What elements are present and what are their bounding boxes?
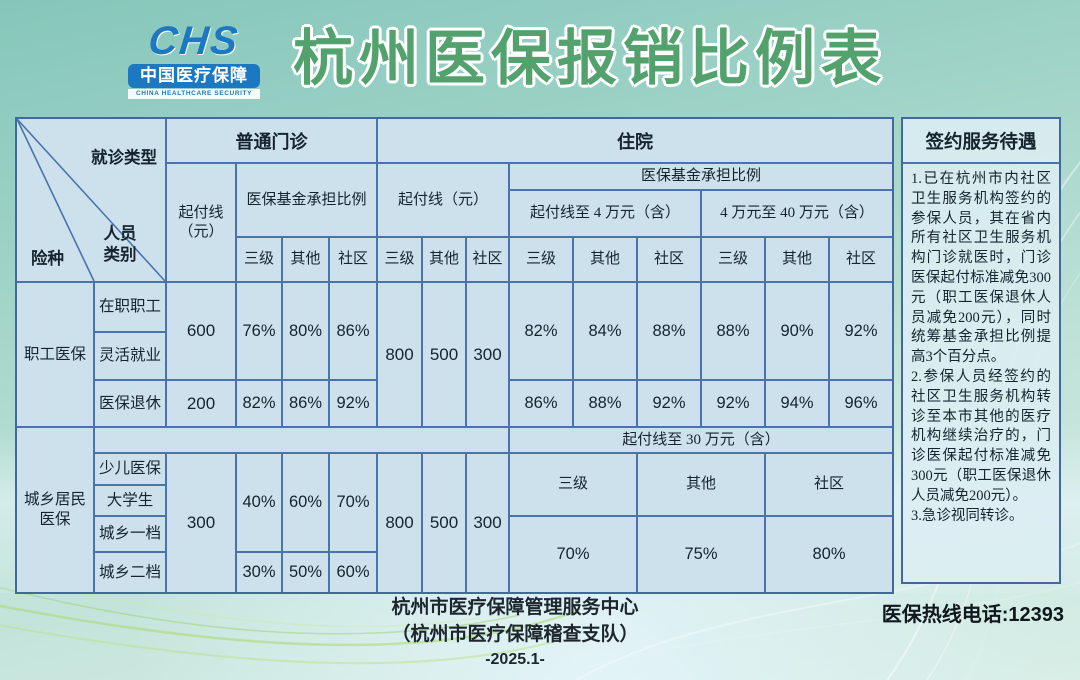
level-header: 社区 xyxy=(638,238,700,281)
row-label: 在职职工 xyxy=(95,283,165,331)
value-cell: 70% xyxy=(510,517,636,592)
value-cell: 60% xyxy=(330,553,376,592)
value-cell: 90% xyxy=(766,283,828,379)
empty-cell xyxy=(95,428,508,452)
level-header: 社区 xyxy=(830,238,892,281)
value-cell: 88% xyxy=(574,381,636,426)
value-cell: 300 xyxy=(467,454,508,592)
level-header: 其他 xyxy=(423,238,465,281)
header-inpatient: 住院 xyxy=(378,119,892,162)
value-cell: 60% xyxy=(283,454,328,551)
value-cell: 300 xyxy=(167,454,235,592)
level-header: 三级 xyxy=(510,238,572,281)
level-header: 其他 xyxy=(638,454,764,515)
header-inpatient-fund-ratio: 医保基金承担比例 xyxy=(510,164,892,189)
header-tier-to-40k: 起付线至 4 万元（含） xyxy=(510,191,700,236)
chs-logo: CHS 中国医疗保障 CHINA HEALTHCARE SECURITY xyxy=(128,19,260,99)
header-outpatient-fund-ratio: 医保基金承担比例 xyxy=(237,164,376,236)
value-cell: 92% xyxy=(330,381,376,426)
signed-service-item: 1.已在杭州市内社区卫生服务机构签约的参保人员，其在省内所有社区卫生服务机构门诊… xyxy=(911,171,1051,366)
value-cell: 80% xyxy=(283,283,328,379)
value-cell: 600 xyxy=(167,283,235,379)
value-cell: 500 xyxy=(423,283,465,426)
footer-date: -2025.1- xyxy=(485,651,545,668)
value-cell: 84% xyxy=(574,283,636,379)
header-outpatient-deductible: 起付线（元） xyxy=(167,164,235,281)
value-cell: 86% xyxy=(283,381,328,426)
footer-organization: 杭州市医疗保障管理服务中心 xyxy=(391,597,639,618)
value-cell: 88% xyxy=(702,283,764,379)
signed-service-panel: 签约服务待遇 1.已在杭州市内社区卫生服务机构签约的参保人员，其在省内所有社区卫… xyxy=(901,117,1061,584)
value-cell: 92% xyxy=(702,381,764,426)
footer: 杭州市医疗保障管理服务中心 （杭州市医疗保障稽查支队） -2025.1- xyxy=(250,594,780,672)
value-cell: 86% xyxy=(510,381,572,426)
value-cell: 86% xyxy=(330,283,376,379)
value-cell: 30% xyxy=(237,553,281,592)
row-label: 灵活就业 xyxy=(95,333,165,379)
value-cell: 500 xyxy=(423,454,465,592)
corner-insurance-type-label: 险种 xyxy=(31,249,64,268)
value-cell: 40% xyxy=(237,454,281,551)
level-header: 三级 xyxy=(510,454,636,515)
level-header: 三级 xyxy=(237,238,281,281)
section-label-resident: 城乡居民医保 xyxy=(17,428,93,592)
level-header: 社区 xyxy=(330,238,376,281)
value-cell: 76% xyxy=(237,283,281,379)
chs-logo-acronym: CHS xyxy=(146,19,242,63)
corner-person-category-label: 人员类别 xyxy=(103,224,137,264)
level-header: 社区 xyxy=(766,454,892,515)
value-cell: 300 xyxy=(467,283,508,426)
value-cell: 82% xyxy=(510,283,572,379)
section-label-employee: 职工医保 xyxy=(17,283,93,426)
value-cell: 92% xyxy=(638,381,700,426)
header-tier-40k-400k: 4 万元至 40 万元（含） xyxy=(702,191,892,236)
value-cell: 50% xyxy=(283,553,328,592)
row-label: 少儿医保 xyxy=(95,454,165,484)
value-cell: 200 xyxy=(167,381,235,426)
row-label: 大学生 xyxy=(95,486,165,515)
footer-branch: （杭州市医疗保障稽查支队） xyxy=(391,624,639,645)
page-title: 杭州医保报销比例表 xyxy=(293,25,887,92)
header-inpatient-deductible: 起付线（元） xyxy=(378,164,508,236)
level-header: 其他 xyxy=(283,238,328,281)
corner-visit-type-label: 就诊类型 xyxy=(91,148,157,167)
level-header: 三级 xyxy=(702,238,764,281)
value-cell: 800 xyxy=(378,283,421,426)
signed-service-body: 1.已在杭州市内社区卫生服务机构签约的参保人员，其在省内所有社区卫生服务机构门诊… xyxy=(903,164,1059,526)
value-cell: 800 xyxy=(378,454,421,592)
level-header: 其他 xyxy=(766,238,828,281)
hotline-text: 医保热线电话:12393 xyxy=(881,604,1064,626)
reimbursement-table: 就诊类型 人员类别 险种 普通门诊 住院 起付线（元） 医保基金承担比例 起付线… xyxy=(15,117,894,594)
value-cell: 94% xyxy=(766,381,828,426)
value-cell: 80% xyxy=(766,517,892,592)
corner-diagonal-lines xyxy=(17,119,165,281)
value-cell: 92% xyxy=(830,283,892,379)
signed-service-item: 2.参保人员经签约的社区卫生服务机构转诊至本市其他的医疗机构继续治疗的，门诊医保… xyxy=(911,368,1051,504)
signed-service-item: 3.急诊视同转诊。 xyxy=(911,507,1024,524)
corner-cell: 就诊类型 人员类别 险种 xyxy=(17,119,165,281)
row-label: 城乡二档 xyxy=(95,553,165,592)
row-label: 医保退休 xyxy=(95,381,165,426)
value-cell: 75% xyxy=(638,517,764,592)
value-cell: 96% xyxy=(830,381,892,426)
level-header: 三级 xyxy=(378,238,421,281)
value-cell: 70% xyxy=(330,454,376,551)
chs-logo-name-cn: 中国医疗保障 xyxy=(128,64,260,88)
level-header: 社区 xyxy=(467,238,508,281)
header-tier-to-300k: 起付线至 30 万元（含） xyxy=(510,428,892,452)
value-cell: 82% xyxy=(237,381,281,426)
level-header: 其他 xyxy=(574,238,636,281)
header-outpatient: 普通门诊 xyxy=(167,119,376,162)
value-cell: 88% xyxy=(638,283,700,379)
signed-service-title: 签约服务待遇 xyxy=(903,119,1059,164)
chs-logo-name-en: CHINA HEALTHCARE SECURITY xyxy=(128,89,260,99)
row-label: 城乡一档 xyxy=(95,517,165,551)
